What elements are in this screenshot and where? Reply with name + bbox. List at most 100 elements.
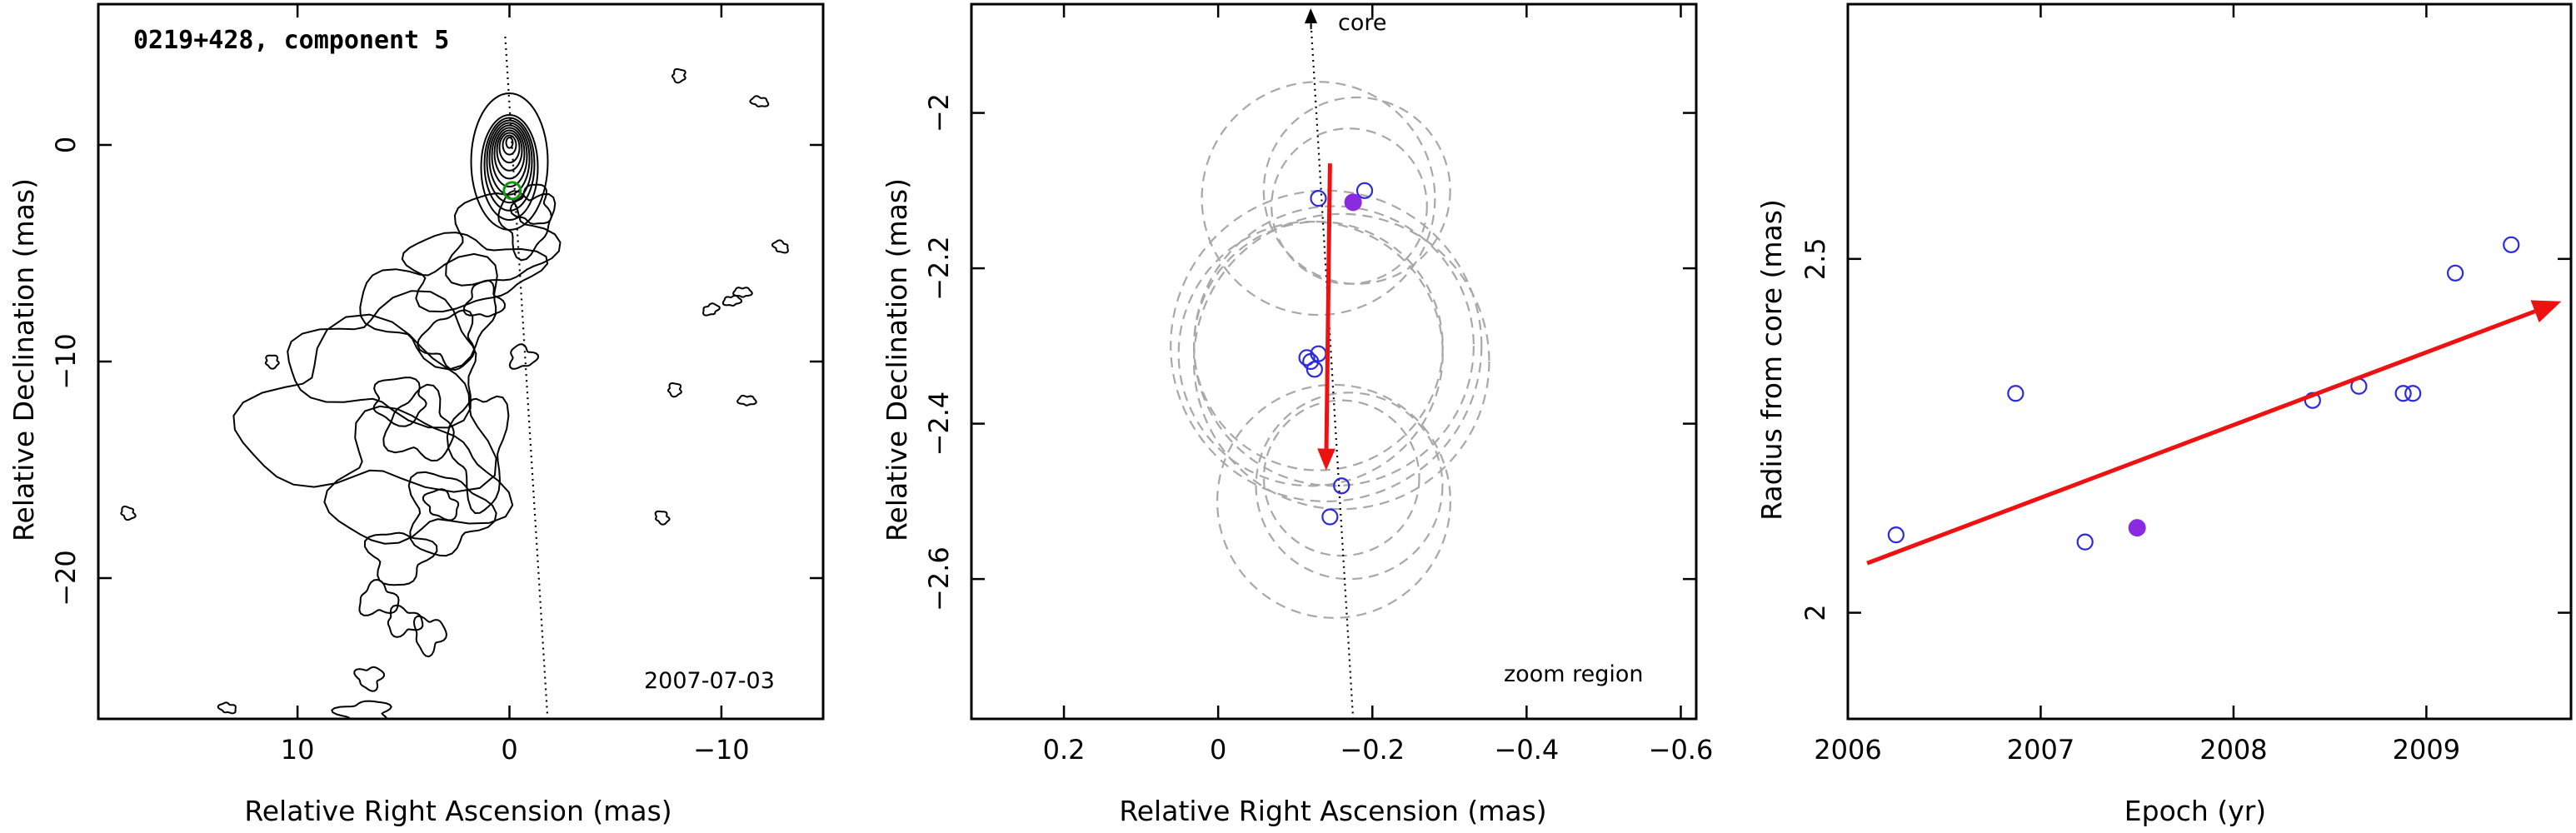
uncertainty-circle: [1170, 189, 1483, 502]
zoom-x-tick-label: 0.2: [1043, 734, 1086, 766]
map-x-axis-label: Relative Right Ascension (mas): [244, 795, 671, 827]
noise-contour: [749, 95, 770, 107]
core-contour: [496, 129, 523, 172]
uncertainty-circle: [1262, 399, 1420, 557]
core-contour: [483, 117, 536, 212]
jet-contour: [462, 279, 507, 317]
core-direction-arrow-head: [1304, 8, 1318, 24]
component-marker: [502, 181, 522, 201]
core-direction-line: [1310, 18, 1355, 719]
zoom-x-axis-label: Relative Right Ascension (mas): [1119, 795, 1546, 827]
zoom-open-point: [1298, 349, 1315, 367]
core-contour: [488, 122, 531, 196]
core-contour: [498, 132, 521, 164]
noise-contour: [217, 701, 237, 715]
jet-contour: [387, 604, 424, 638]
jet-contour: [412, 615, 448, 658]
uncertainty-circle: [1216, 383, 1451, 619]
uncertainty-circle: [1255, 392, 1444, 581]
zoom-open-point: [1310, 190, 1327, 207]
motion-arrow-head: [1317, 448, 1335, 471]
trend-arrow-shaft: [1866, 309, 2536, 566]
map-plot-area: [120, 36, 789, 719]
map-plot-frame: [97, 2, 825, 721]
radius-vs-epoch-panel: Epoch (yr) Radius from core (mas) 2006 20…: [1755, 2, 2573, 827]
zoom-open-point: [1321, 508, 1339, 526]
map-y-tick-label: 0: [50, 137, 82, 153]
uncertainty-circle: [1177, 221, 1444, 487]
zoom-region-panel: core zoom region Relative Right Ascensio…: [881, 2, 1714, 827]
radius-open-point: [2447, 264, 2464, 282]
radius-x-tick-label: 2009: [2393, 734, 2460, 766]
jet-contour: [509, 183, 552, 225]
radius-open-point: [2304, 392, 2321, 409]
map-y-axis-label: Relative Declination (mas): [7, 178, 40, 541]
zoom-y-tick-label: −2.4: [923, 392, 955, 456]
radius-filled-point: [2128, 519, 2146, 537]
jet-contour: [363, 531, 438, 586]
map-y-tick-label: −10: [50, 333, 82, 390]
zoom-y-tick-label: −2: [923, 93, 955, 132]
zoom-y-axis-label: Relative Declination (mas): [881, 178, 913, 541]
zoom-x-tick-label: 0: [1210, 734, 1226, 766]
contour-map-panel: 0219+428, component 5 2007-07-03 Relativ…: [7, 2, 825, 827]
noise-contour: [732, 287, 753, 298]
noise-contour: [654, 510, 671, 526]
zoom-region-annotation: zoom region: [1504, 661, 1643, 687]
radius-y-tick-label: 2.5: [1800, 237, 1831, 280]
jet-contour: [401, 232, 549, 313]
zoom-y-tick-label: −2.6: [923, 546, 955, 611]
motion-arrow-shaft: [1324, 163, 1332, 449]
map-x-tick-label: −10: [693, 734, 750, 766]
zoom-filled-point: [1344, 193, 1362, 212]
inner-jet-contour: [372, 377, 427, 427]
radius-y-tick-label: 2: [1800, 604, 1831, 621]
inner-jet-contour: [422, 488, 460, 521]
map-panel-title: 0219+428, component 5: [133, 26, 449, 55]
core-contour: [491, 124, 528, 187]
noise-contour: [736, 395, 757, 407]
map-x-tick-label: 0: [501, 734, 517, 766]
noise-contour: [666, 382, 682, 398]
zoom-x-tick-label: −0.6: [1649, 734, 1714, 766]
zoom-plot-frame: [970, 2, 1698, 721]
core-contour: [493, 127, 526, 180]
noise-contour: [771, 239, 789, 254]
map-y-tick-label: −20: [50, 550, 82, 606]
noise-contour: [120, 505, 137, 521]
radius-open-point: [2076, 533, 2094, 551]
zoom-open-point: [1355, 182, 1374, 199]
radius-open-point: [1887, 526, 1905, 544]
radius-plot-frame: [1846, 2, 2573, 721]
zoom-plot-area: [1170, 8, 1490, 719]
uncertainty-circle: [1271, 127, 1428, 285]
uncertainty-circle: [1192, 212, 1490, 511]
jet-contour: [287, 290, 477, 429]
zoom-open-point: [1333, 477, 1350, 495]
radius-open-point: [2007, 385, 2024, 402]
noise-contour: [671, 67, 686, 84]
zoom-x-tick-label: −0.4: [1495, 734, 1560, 766]
jet-contour: [382, 383, 455, 462]
jet-contour: [407, 471, 497, 557]
core-contour: [502, 134, 517, 156]
noise-contour: [264, 354, 280, 370]
uncertainty-circle: [1262, 96, 1451, 285]
jet-contour: [358, 578, 400, 616]
zoom-y-tick-label: −2.2: [923, 236, 955, 301]
core-contour: [486, 119, 533, 204]
jet-contour: [331, 700, 392, 719]
uncertainty-circle: [1201, 81, 1436, 317]
core-contour: [480, 114, 539, 221]
jet-contour: [232, 313, 497, 493]
trend-arrow-head: [2530, 300, 2562, 323]
jet-contour: [359, 252, 498, 371]
radius-open-point: [2404, 385, 2422, 402]
radius-open-point: [2503, 236, 2520, 253]
noise-contour: [702, 302, 721, 317]
radius-open-point: [2394, 385, 2412, 402]
noise-contour: [721, 294, 743, 307]
jet-contour: [323, 405, 514, 545]
jet-contour: [508, 343, 540, 370]
